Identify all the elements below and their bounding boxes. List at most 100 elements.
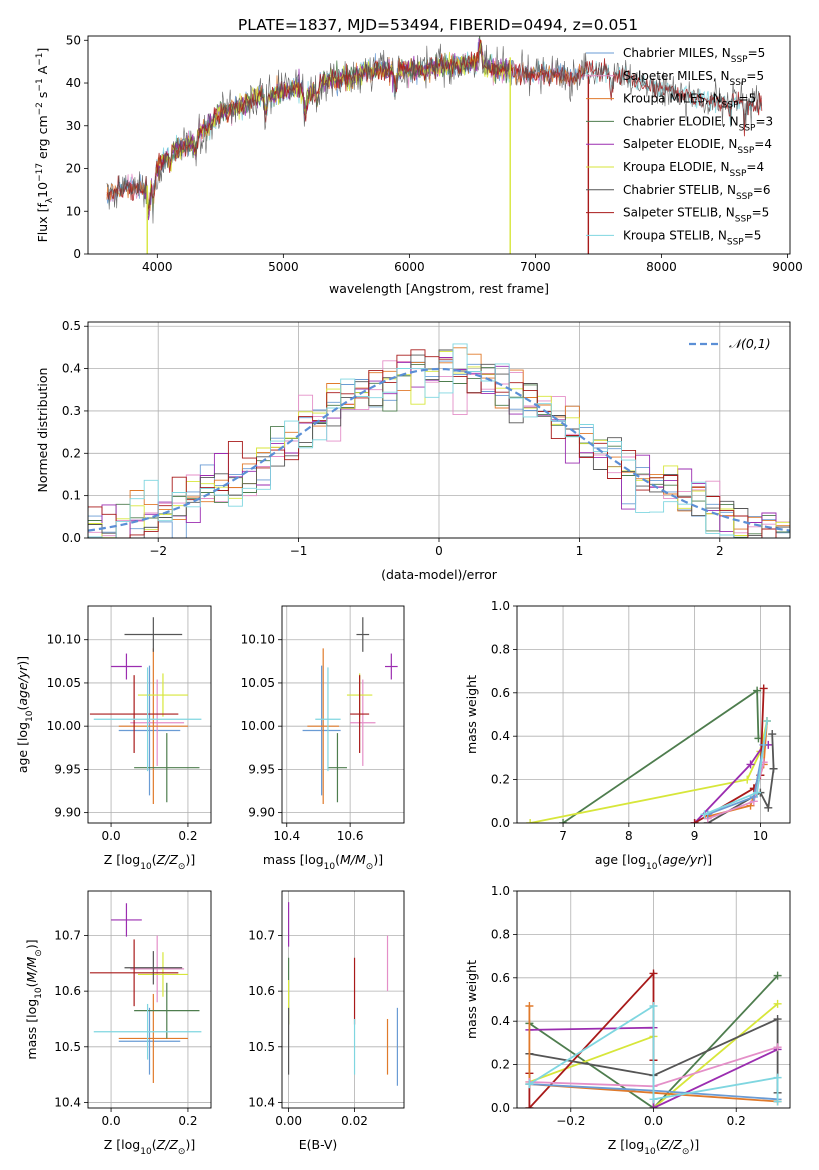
label-part: age [log bbox=[595, 852, 646, 867]
label-part: s bbox=[35, 92, 50, 103]
label-part: Kroupa STELIB, N bbox=[623, 228, 727, 242]
weight-marker-kroupa-stelib bbox=[773, 1073, 782, 1082]
y-tick-label: 0.4 bbox=[491, 729, 510, 743]
axes-frame bbox=[281, 605, 405, 824]
x-tick-label: −2 bbox=[149, 544, 167, 558]
x-tick-label: 0.0 bbox=[102, 1114, 121, 1128]
axes-mass_vs_ebv: 0.00 0.02 10.4 10.5 10.6 10.7 E(B-V) bbox=[248, 890, 405, 1152]
axes-frame bbox=[87, 605, 212, 824]
label-part: ( bbox=[656, 1137, 661, 1152]
x-tick-label: 2 bbox=[716, 544, 724, 558]
label-part: =5 bbox=[744, 228, 762, 242]
weight-marker-salpeter-stelib bbox=[759, 684, 768, 693]
x-axis-label: (data-model)/error bbox=[381, 567, 498, 582]
label-part: =5 bbox=[752, 206, 770, 220]
y-tick-label: 0.6 bbox=[491, 971, 510, 985]
label-part: Chabrier STELIB, N bbox=[623, 183, 736, 197]
weight-line-chabrier-elodie bbox=[528, 974, 779, 1108]
x-tick-label: 0.2 bbox=[178, 1114, 197, 1128]
label-part: Z [log bbox=[104, 1137, 140, 1152]
axes-frame bbox=[281, 890, 405, 1109]
y-tick-label: 0.2 bbox=[491, 773, 510, 787]
legend-label-chabrier-elodie: Chabrier ELODIE, NSSP=3 bbox=[623, 114, 773, 133]
y-tick-label: 0 bbox=[73, 247, 81, 261]
label-part: −17 bbox=[35, 163, 45, 182]
label-part: SSP bbox=[730, 78, 747, 88]
y-tick-label: 10.6 bbox=[54, 984, 81, 998]
label-part: ⊙ bbox=[366, 862, 374, 872]
label-part: =5 bbox=[739, 92, 757, 106]
y-tick-label: 9.95 bbox=[54, 762, 81, 776]
label-part: Z [log bbox=[608, 1137, 644, 1152]
y-tick-label: 10.00 bbox=[241, 719, 275, 733]
y-tick-label: 10.6 bbox=[248, 984, 275, 998]
weight-marker-chabrier-elodie bbox=[753, 686, 762, 695]
label-part: ( bbox=[15, 706, 30, 711]
x-tick-label: 8 bbox=[625, 829, 633, 843]
label-part: Chabrier ELODIE, N bbox=[623, 114, 739, 128]
label-part: 10 bbox=[25, 710, 35, 722]
y-tick-label: 0.1 bbox=[62, 489, 81, 503]
x-tick-label: 10 bbox=[753, 829, 768, 843]
y-tick-label: 10.10 bbox=[47, 633, 81, 647]
weight-marker-chabrier-stelib bbox=[773, 1015, 782, 1024]
y-tick-label: 9.90 bbox=[248, 806, 275, 820]
weight-marker-kroupa-stelib bbox=[525, 1080, 534, 1089]
label-part: Kroupa MILES, N bbox=[623, 92, 722, 106]
label-part: SSP bbox=[739, 123, 756, 133]
plot-area-age_vs_Z bbox=[89, 617, 202, 804]
weight-marker-kroupa-stelib bbox=[773, 1097, 782, 1106]
weight-marker-kroupa-stelib bbox=[700, 810, 709, 819]
weight-marker-chabrier-stelib bbox=[764, 803, 773, 812]
weight-marker-kroupa-stelib bbox=[649, 1095, 658, 1104]
label-part: ( bbox=[152, 852, 157, 867]
label-part: M/M bbox=[340, 852, 366, 867]
x-tick-label: 0.0 bbox=[102, 829, 121, 843]
y-tick-label: 0.4 bbox=[62, 362, 81, 376]
label-part: Kroupa ELODIE, N bbox=[623, 160, 730, 174]
label-part: )] bbox=[185, 852, 195, 867]
x-axis-label: mass [log10(M/M⊙)] bbox=[263, 852, 383, 872]
y-tick-label: 0.0 bbox=[491, 816, 510, 830]
label-part: ⊙ bbox=[178, 1147, 186, 1157]
legend-label-kroupa-elodie: Kroupa ELODIE, NSSP=4 bbox=[623, 160, 764, 179]
label-part: ( bbox=[152, 1137, 157, 1152]
label-part: A bbox=[35, 65, 50, 78]
y-tick-label: 0.2 bbox=[62, 446, 81, 460]
label-part: )] bbox=[373, 852, 383, 867]
label-part: −1 bbox=[35, 53, 45, 66]
label-part: Z/Z bbox=[156, 852, 179, 867]
label-part: SSP bbox=[736, 192, 753, 202]
y-tick-label: 10.4 bbox=[248, 1095, 275, 1109]
y-axis-label: Normed distribution bbox=[35, 368, 50, 493]
label-part: ⊙ bbox=[178, 862, 186, 872]
axes-spectrum: 4000 5000 6000 7000 8000 9000 0 10 20 30 40 50 wavel… bbox=[35, 33, 803, 296]
label-part: Z/Z bbox=[156, 1137, 179, 1152]
label-part: Flux [f bbox=[35, 203, 50, 243]
label-part: mass [log bbox=[263, 852, 324, 867]
y-tick-label: 10.7 bbox=[54, 929, 81, 943]
y-tick-label: 30 bbox=[66, 119, 81, 133]
y-tick-label: 1.0 bbox=[491, 884, 510, 898]
weight-marker-salpeter-stelib bbox=[525, 1104, 534, 1108]
label-part: =5 bbox=[746, 69, 764, 83]
plot-area-spectrum bbox=[106, 36, 763, 254]
label-part: erg cm bbox=[35, 115, 50, 163]
label-part: 10 bbox=[140, 1147, 152, 1157]
label-part: Z/Z bbox=[660, 1137, 683, 1152]
label-part: ( bbox=[657, 852, 662, 867]
y-axis-label: mass [log10(M/M⊙)] bbox=[24, 939, 44, 1059]
y-tick-label: 1.0 bbox=[491, 599, 510, 613]
figure-title: PLATE=1837, MJD=53494, FIBERID=0494, z=0… bbox=[238, 16, 638, 34]
x-tick-label: 0.2 bbox=[178, 829, 197, 843]
plot-area-mass_vs_Z bbox=[89, 903, 202, 1083]
label-part: SSP bbox=[735, 215, 752, 225]
legend-label-salpeter-miles: Salpeter MILES, NSSP=5 bbox=[623, 69, 764, 88]
weight-line-chabrier-stelib bbox=[529, 1017, 779, 1093]
legend-label-chabrier-miles: Chabrier MILES, NSSP=5 bbox=[623, 46, 765, 65]
axes-frame bbox=[87, 35, 791, 255]
label-part: age/yr bbox=[662, 852, 703, 867]
y-tick-label: 10.05 bbox=[47, 676, 81, 690]
normal-curve bbox=[88, 367, 790, 532]
